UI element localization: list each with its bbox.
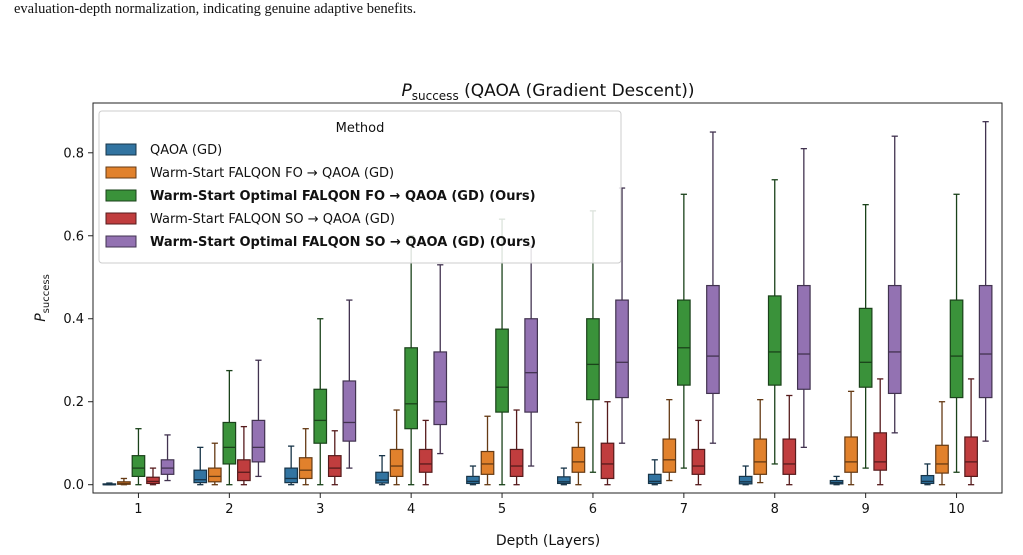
legend-entry-label: Warm-Start Optimal FALQON SO → QAOA (GD)… — [150, 235, 536, 250]
box-iqr — [524, 318, 538, 413]
legend-entry-label: QAOA (GD) — [150, 143, 222, 158]
box-iqr — [466, 475, 480, 485]
box-iqr — [327, 455, 342, 478]
legend-swatch — [105, 212, 137, 225]
box-iqr — [193, 469, 208, 484]
box-iqr — [251, 419, 266, 463]
box-iqr — [433, 351, 448, 426]
box-iqr — [676, 299, 691, 386]
box-iqr — [753, 438, 768, 475]
x-tick-label: 1 — [134, 502, 142, 517]
x-tick-label: 2 — [225, 502, 233, 517]
box-iqr — [495, 328, 509, 413]
x-tick-label: 3 — [316, 502, 324, 517]
box-iqr — [706, 284, 720, 395]
box-iqr — [284, 467, 299, 484]
box-iqr — [389, 448, 404, 478]
y-axis-label-main: P — [33, 313, 49, 322]
box-iqr — [887, 284, 902, 395]
box-iqr — [949, 299, 964, 399]
box-iqr — [964, 436, 978, 478]
legend-swatch — [105, 166, 137, 179]
box-iqr — [298, 457, 313, 480]
x-tick-label: 8 — [771, 502, 779, 517]
box-iqr — [796, 284, 811, 390]
box-iqr — [222, 421, 237, 465]
box-iqr — [480, 450, 495, 475]
box-iqr — [647, 473, 662, 485]
caption-text: evaluation-depth normalization, indicati… — [14, 1, 417, 17]
legend-swatch — [105, 235, 137, 248]
box-iqr — [858, 307, 873, 388]
x-tick-label: 10 — [948, 502, 965, 517]
chart-title-sub: success — [412, 89, 459, 103]
box-iqr — [509, 448, 524, 478]
box-iqr — [738, 475, 753, 485]
axes-frame — [92, 102, 1003, 494]
x-tick-label: 5 — [498, 502, 506, 517]
plot-area: 0.0 0.2 0.4 0.6 0.8 1 2 3 4 5 6 7 8 9 10 — [63, 121, 993, 517]
box-iqr — [418, 448, 433, 473]
box-iqr — [782, 438, 797, 475]
box-iqr — [571, 446, 586, 473]
box-iqr — [146, 476, 160, 485]
box-iqr — [160, 459, 175, 475]
y-axis-label: Psuccess — [33, 274, 52, 322]
legend-entry-label: Warm-Start Optimal FALQON FO → QAOA (GD)… — [150, 189, 536, 204]
x-axis-label: Depth (Layers) — [496, 533, 600, 549]
box-iqr — [404, 347, 419, 430]
legend: Method QAOA (GD) Warm-Start FALQON FO → Q… — [98, 110, 622, 264]
box-iqr — [557, 476, 571, 485]
box-iqr — [586, 318, 600, 401]
legend-frame — [98, 110, 622, 264]
chart-title: Psuccess (QAOA (Gradient Descent)) — [401, 81, 694, 103]
box-iqr — [873, 432, 888, 471]
legend-swatch — [105, 143, 137, 156]
box-iqr — [375, 471, 389, 484]
box-iqr — [978, 284, 993, 399]
box-iqr — [313, 388, 328, 444]
box-iqr — [237, 459, 251, 482]
y-tick-label: 0.6 — [63, 229, 84, 244]
box-iqr — [691, 448, 706, 475]
y-tick-label: 0.0 — [63, 478, 84, 493]
box-iqr — [920, 474, 935, 485]
x-tick-label: 6 — [589, 502, 597, 517]
legend-swatch — [105, 189, 137, 202]
box-iqr — [935, 444, 949, 474]
y-axis-label-sub: success — [41, 274, 52, 313]
y-tick-label: 0.4 — [63, 312, 84, 327]
y-tick-label: 0.2 — [63, 395, 84, 410]
box-iqr — [600, 442, 615, 480]
legend-entry-label: Warm-Start FALQON SO → QAOA (GD) — [150, 212, 395, 227]
box-iqr — [767, 295, 782, 386]
x-tick-label: 4 — [407, 502, 415, 517]
box-iqr — [662, 438, 677, 473]
legend-entry-label: Warm-Start FALQON FO → QAOA (GD) — [150, 166, 394, 181]
box-iqr — [342, 380, 357, 442]
y-tick-label: 0.8 — [63, 146, 84, 161]
box-iqr — [844, 436, 858, 473]
box-iqr — [615, 299, 629, 399]
legend-title: Method — [336, 121, 385, 136]
chart-title-rest: (QAOA (Gradient Descent)) — [459, 81, 695, 101]
box-iqr — [131, 455, 146, 478]
x-tick-label: 7 — [680, 502, 688, 517]
x-tick-label: 9 — [862, 502, 870, 517]
chart-title-main: P — [401, 81, 412, 101]
box-iqr — [207, 467, 222, 483]
